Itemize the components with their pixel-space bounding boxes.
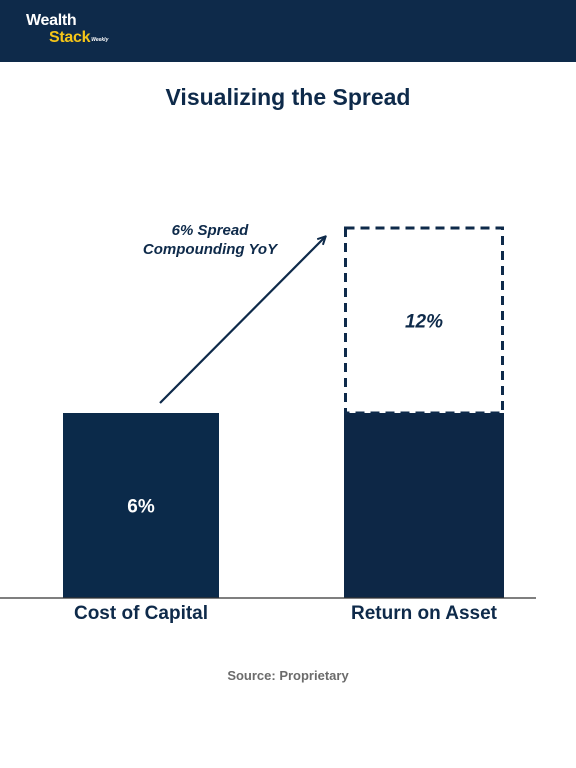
category-label-return-on-asset: Return on Asset [351, 603, 498, 624]
logo-wealth-text: Wealth [26, 12, 77, 29]
logo-stack-line: StackWeekly [49, 30, 108, 46]
category-label-cost-of-capital: Cost of Capital [74, 603, 208, 624]
bar-cost-of-capital [63, 413, 219, 598]
bar-return-extension-dashed [344, 226, 504, 415]
bar-return-on-asset [344, 413, 504, 598]
brand-logo[interactable]: Wealth StackWeekly [26, 13, 108, 46]
annotation-line-1: 6% Spread [172, 222, 250, 239]
header-bar: Wealth StackWeekly [0, 0, 576, 62]
data-label-return: 12% [405, 312, 443, 333]
data-label-cost: 6% [127, 497, 155, 518]
logo-stack-text: Stack [49, 29, 91, 46]
annotation-line-2: Compounding YoY [143, 241, 279, 258]
logo-weekly-tag: Weekly [91, 37, 109, 43]
chart-title: Visualizing the Spread [165, 84, 411, 110]
spread-arrow [159, 237, 325, 404]
source-note: Source: Proprietary [227, 668, 349, 683]
